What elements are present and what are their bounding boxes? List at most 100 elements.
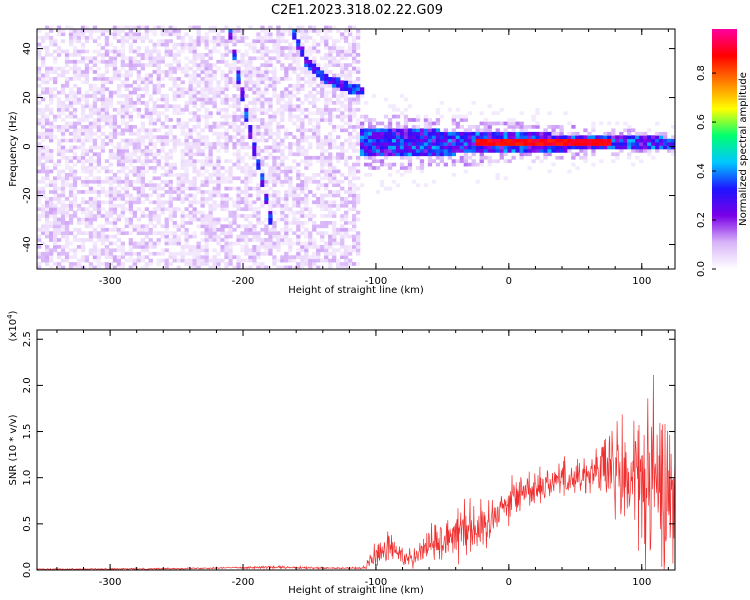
heatmap-cell	[579, 155, 584, 160]
heatmap-cell	[639, 142, 644, 146]
heatmap-cell	[300, 179, 305, 184]
heatmap-cell	[312, 25, 317, 30]
heatmap-cell	[80, 49, 86, 54]
heatmap-cell	[212, 200, 217, 205]
heatmap-cell	[256, 131, 261, 136]
heatmap-cell	[340, 70, 345, 74]
heatmap-cell	[268, 97, 273, 102]
heatmap-cell	[152, 29, 157, 33]
heatmap-cell	[288, 241, 293, 246]
heatmap-cell	[288, 258, 293, 263]
heatmap-cell	[312, 221, 317, 225]
heatmap-cell	[192, 94, 197, 98]
heatmap-cell	[296, 142, 301, 146]
heatmap-cell	[200, 193, 205, 198]
heatmap-cell	[312, 59, 317, 64]
heatmap-cell	[463, 149, 468, 153]
heatmap-cell	[248, 128, 253, 133]
heatmap-cell	[268, 217, 273, 222]
heatmap-cell	[292, 221, 297, 225]
heatmap-cell	[360, 142, 365, 146]
heatmap-cell	[292, 49, 297, 54]
heatmap-cell	[168, 207, 173, 212]
heatmap-cell	[124, 32, 129, 37]
heatmap-cell	[531, 114, 536, 119]
heatmap-cell	[41, 87, 46, 92]
heatmap-cell	[647, 135, 652, 140]
heatmap-cell	[84, 25, 90, 30]
heatmap-cell	[471, 101, 476, 105]
y-tick-label: 20	[22, 91, 33, 104]
heatmap-cell	[53, 94, 58, 98]
heatmap-cell	[340, 128, 345, 133]
heatmap-cell	[172, 224, 177, 229]
heatmap-cell	[136, 224, 141, 229]
heatmap-cell	[575, 131, 580, 136]
heatmap-cell	[228, 173, 233, 177]
heatmap-cell	[348, 135, 353, 140]
heatmap-cell	[132, 138, 137, 143]
heatmap-cell	[64, 227, 70, 232]
heatmap-cell	[531, 131, 536, 136]
heatmap-cell	[144, 183, 149, 188]
heatmap-cell	[176, 190, 181, 194]
heatmap-cell	[348, 179, 353, 184]
heatmap-cell	[567, 142, 572, 146]
heatmap-cell	[132, 32, 137, 37]
heatmap-cell	[76, 190, 82, 194]
heatmap-cell	[244, 265, 249, 270]
heatmap-cell	[188, 42, 193, 47]
heatmap-cell	[651, 135, 656, 140]
heatmap-cell	[555, 142, 560, 146]
heatmap-cell	[423, 149, 429, 153]
heatmap-cell	[84, 183, 90, 188]
heatmap-cell	[53, 210, 58, 215]
heatmap-cell	[304, 231, 309, 236]
heatmap-cell	[168, 255, 173, 260]
heatmap-cell	[80, 217, 86, 222]
snr-frame	[36, 329, 676, 571]
heatmap-cell	[407, 166, 413, 170]
heatmap-cell	[53, 135, 58, 140]
heatmap-cell	[631, 142, 636, 146]
heatmap-cell	[487, 138, 492, 143]
heatmap-cell	[220, 73, 225, 78]
heatmap-cell	[320, 152, 325, 157]
heatmap-cell	[324, 183, 329, 188]
heatmap-cell	[176, 29, 181, 33]
heatmap-cell	[252, 87, 257, 92]
heatmap-cell	[96, 193, 102, 198]
heatmap-cell	[607, 142, 612, 146]
heatmap-cell	[172, 125, 177, 129]
heatmap-cell	[212, 221, 217, 225]
heatmap-cell	[332, 227, 337, 232]
heatmap-cell	[53, 234, 58, 239]
heatmap-cell	[248, 200, 253, 205]
heatmap-cell	[352, 97, 357, 102]
heatmap-cell	[204, 231, 209, 236]
heatmap-cell	[160, 25, 165, 30]
heatmap-cell	[56, 173, 62, 177]
heatmap-cell	[260, 101, 265, 105]
heatmap-cell	[232, 217, 237, 222]
heatmap-cell	[268, 56, 273, 61]
heatmap-cell	[308, 35, 313, 40]
heatmap-cell	[112, 53, 118, 57]
heatmap-cell	[479, 121, 484, 126]
heatmap-cell	[328, 169, 333, 174]
heatmap-cell	[324, 162, 329, 167]
heatmap-cell	[84, 224, 90, 229]
heatmap-cell	[264, 29, 269, 33]
heatmap-cell	[188, 162, 193, 167]
heatmap-cell	[344, 80, 349, 85]
heatmap-cell	[204, 200, 209, 205]
heatmap-cell	[288, 210, 293, 215]
heatmap-cell	[172, 197, 177, 201]
heatmap-cell	[595, 145, 600, 150]
heatmap-cell	[352, 39, 357, 44]
heatmap-cell	[244, 142, 249, 146]
heatmap-cell	[531, 135, 536, 140]
heatmap-cell	[571, 152, 576, 157]
heatmap-cell	[344, 107, 349, 112]
heatmap-cell	[116, 53, 122, 57]
